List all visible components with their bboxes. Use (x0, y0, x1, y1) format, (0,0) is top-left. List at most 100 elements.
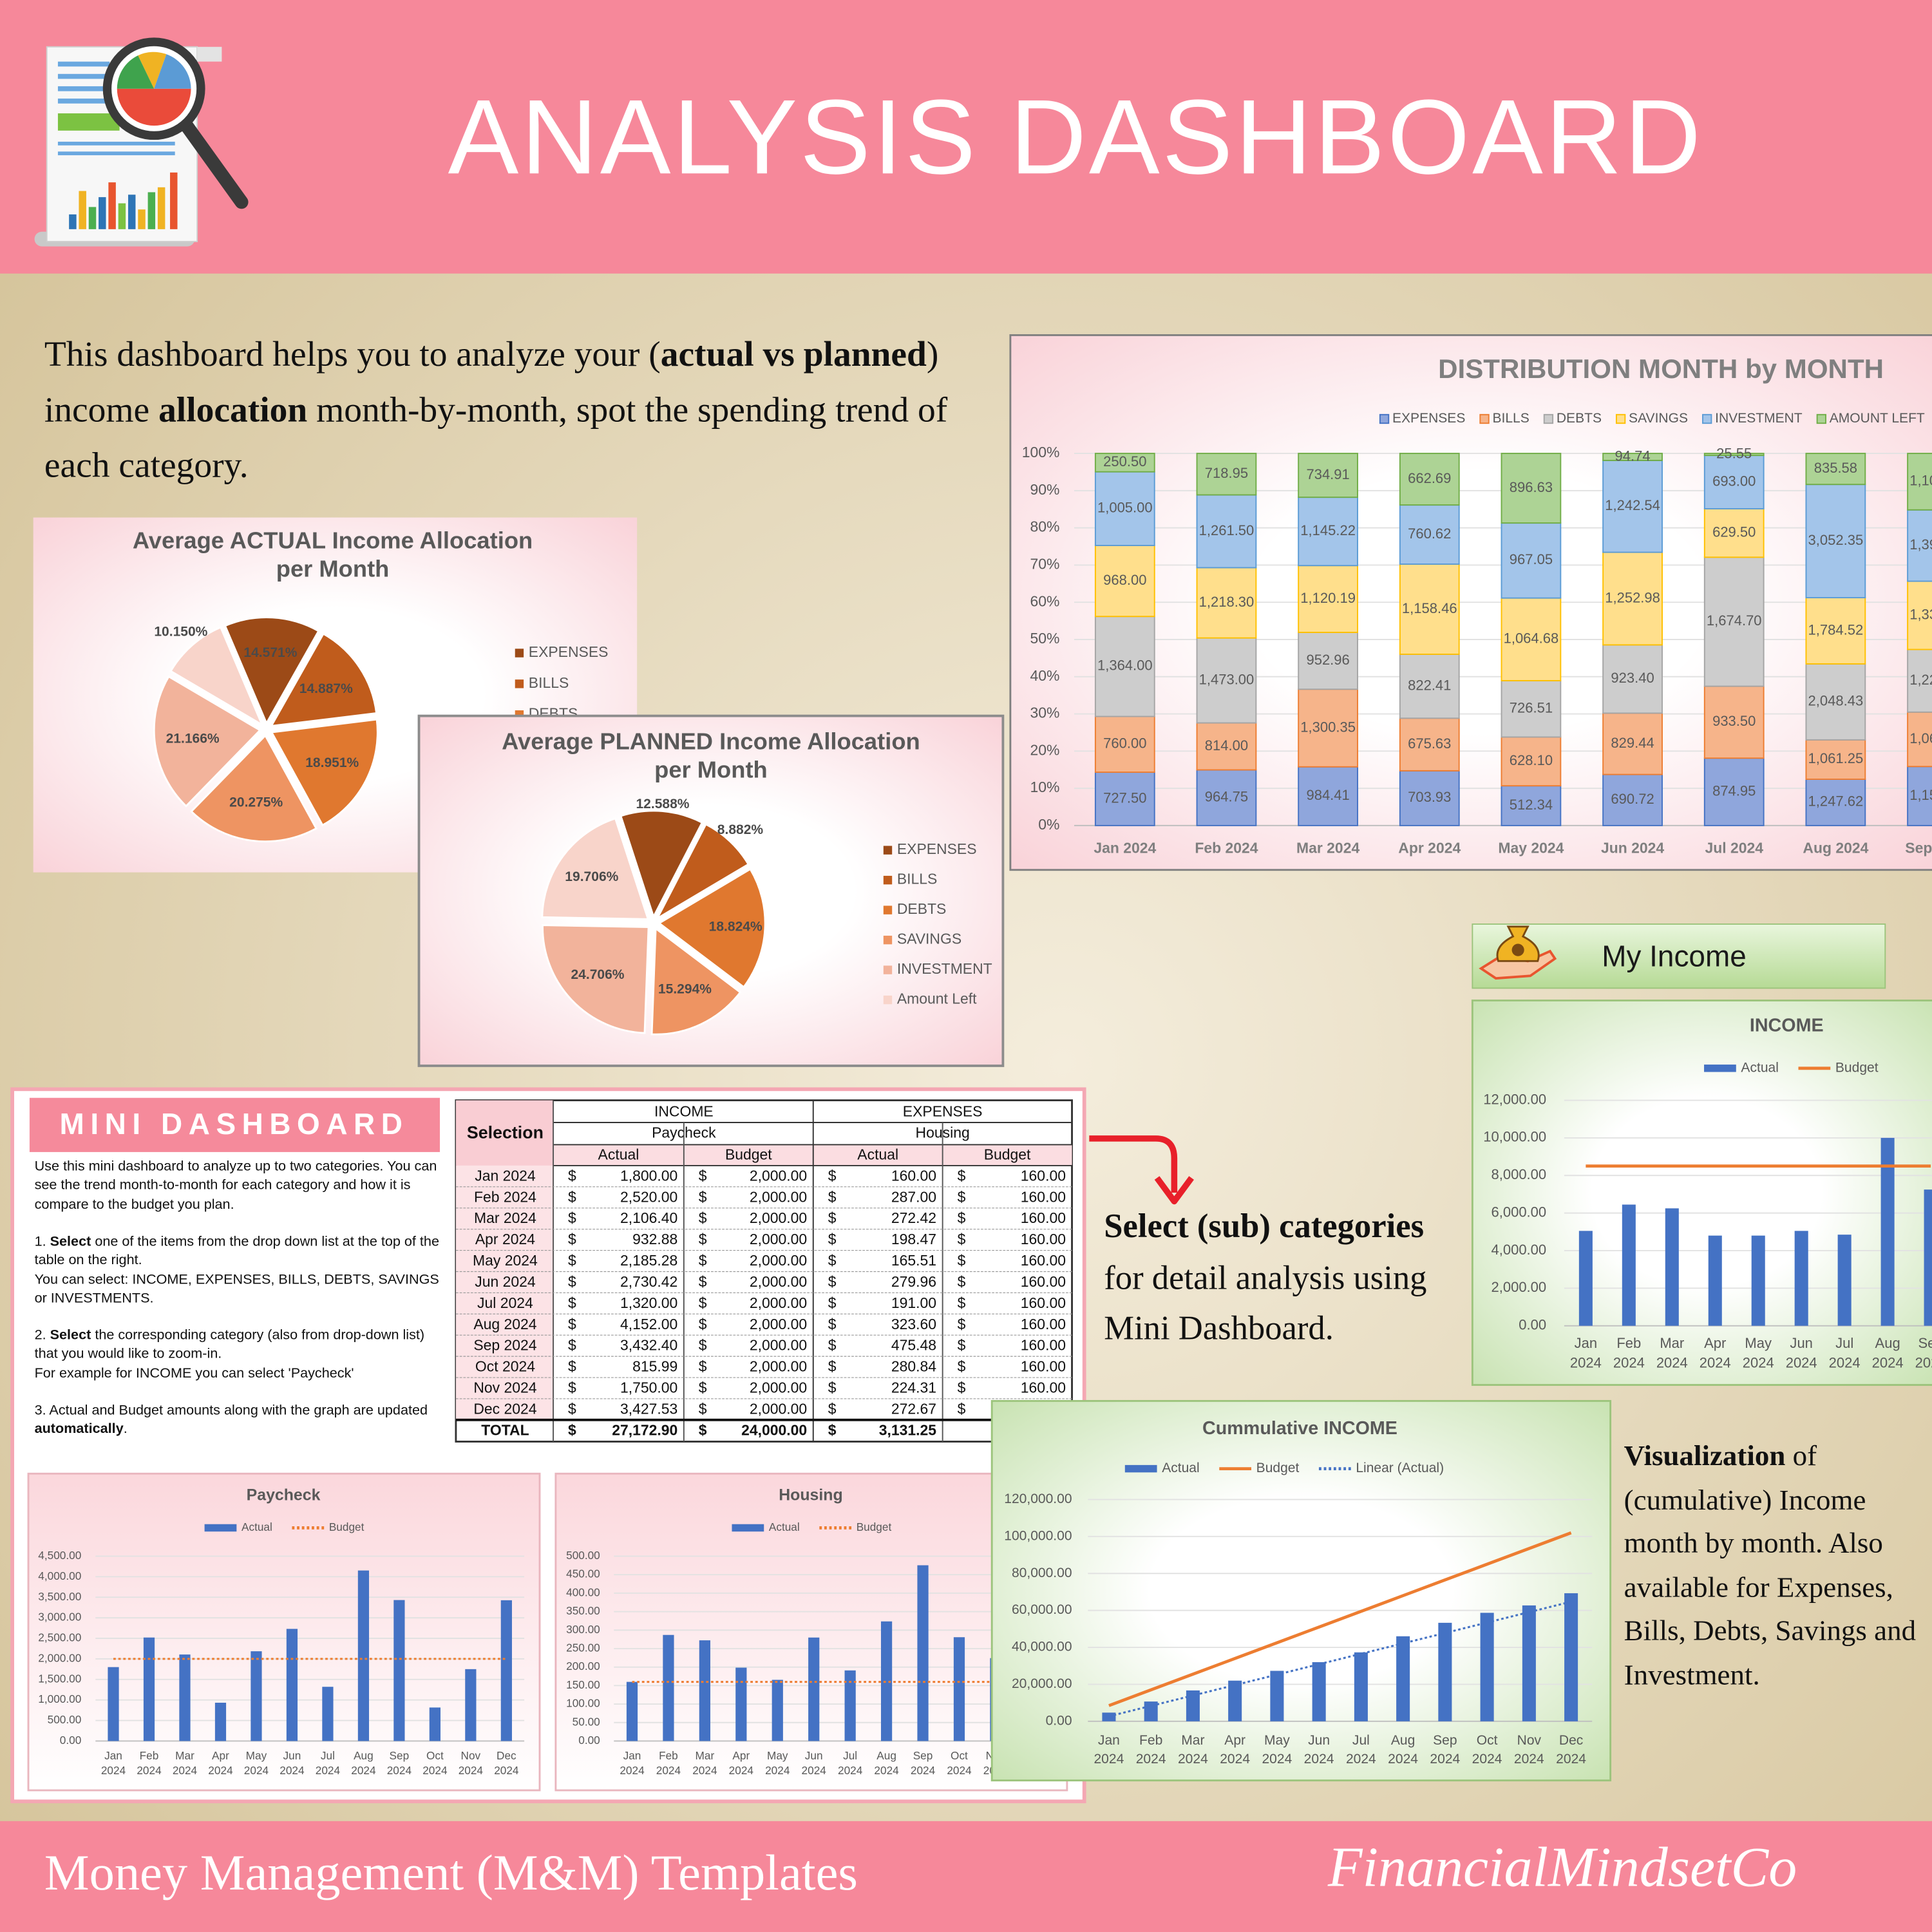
table-cell: 475.48 (891, 1337, 936, 1354)
bar (322, 1687, 334, 1741)
bar-segment (1094, 616, 1155, 717)
bar-segment (1602, 712, 1663, 775)
pie-slice (650, 926, 742, 1036)
bar (1396, 1636, 1410, 1721)
bar (1270, 1671, 1284, 1721)
bar-segment (1196, 453, 1257, 496)
text: 2. (34, 1328, 50, 1343)
chart-title: Cummulative INCOME (1202, 1418, 1397, 1439)
section-title: My Income (1602, 940, 1747, 973)
table-cell: 2,000.00 (750, 1167, 807, 1184)
bold-text: Select (50, 1328, 91, 1343)
data-label: 1,330.00 (1909, 606, 1932, 622)
table-cell: 2,000.00 (750, 1252, 807, 1269)
y-tick-label: 70% (1030, 555, 1059, 572)
x-tick-label-box: Jan 2024 (1094, 1734, 1124, 1766)
page-title: ANALYSIS DASHBOARD (448, 77, 1703, 196)
y-tick-label: 20,000.00 (1012, 1676, 1072, 1691)
bar-segment (1298, 766, 1358, 826)
currency-sign: $ (699, 1421, 707, 1438)
x-tick-label: Sep 2024 (386, 1749, 412, 1777)
x-tick-label: May 2024 (1262, 1733, 1293, 1767)
data-label: 1,364.00 (1097, 658, 1153, 674)
legend-swatch (1379, 413, 1390, 424)
chart-card (554, 1472, 1068, 1792)
legend-swatch (1704, 1065, 1736, 1072)
bar (772, 1680, 783, 1741)
y-tick-label: 4,000.00 (38, 1569, 81, 1582)
data-label: 1,300.35 (1300, 719, 1356, 735)
x-tick-label: Sep 2024 (1905, 839, 1932, 856)
y-tick-label: 250.00 (566, 1641, 600, 1654)
x-tick-label: Mar 2024 (1177, 1733, 1208, 1767)
coin (1511, 943, 1524, 956)
slice-label: 14.887% (299, 681, 353, 696)
x-tick-label-box: Jan 2024 (620, 1750, 644, 1777)
bar-segment (1298, 497, 1358, 567)
table-cell: 2,000.00 (750, 1231, 807, 1247)
chart-title: per Month (276, 555, 390, 582)
y-tick-label: 80,000.00 (1012, 1566, 1072, 1580)
table-cell: 160.00 (1021, 1231, 1066, 1247)
bar (465, 1669, 477, 1741)
bar-segment (1196, 637, 1257, 724)
x-tick-label: Feb 2024 (137, 1749, 162, 1777)
legend-swatch (1479, 413, 1490, 424)
bar-segment (1399, 564, 1460, 655)
data-label: 1,220.00 (1909, 672, 1932, 688)
footer-brand: Money Management (M&M) Templates (44, 1844, 858, 1900)
bar-segment (1196, 567, 1257, 639)
data-label: 1,150.00 (1909, 787, 1932, 803)
bar (626, 1681, 638, 1741)
bar-segment (1196, 722, 1257, 771)
table-cell: 165.51 (891, 1252, 936, 1269)
table-cell: 272.67 (891, 1400, 936, 1417)
table-cell: 287.00 (891, 1188, 936, 1205)
bar-segment (1399, 717, 1460, 772)
bar (1751, 1235, 1765, 1326)
currency-sign: $ (828, 1294, 837, 1311)
x-tick-label-box: Apr 2024 (729, 1750, 753, 1777)
legend-label: INVESTMENT (897, 960, 992, 977)
y-tick-label: 0% (1038, 816, 1059, 833)
data-label: 718.95 (1205, 465, 1248, 481)
currency-sign: $ (699, 1188, 707, 1205)
y-tick-label: 3,000.00 (38, 1611, 81, 1624)
x-tick-label: Apr 2024 (1699, 1336, 1731, 1371)
text: . (123, 1421, 128, 1437)
legend-swatch (1124, 1464, 1157, 1473)
x-tick-label-box: May 2024 (244, 1750, 269, 1777)
select-note-box: Select (sub) categories for detail analy… (1104, 1200, 1461, 1354)
row-label: TOTAL (481, 1421, 529, 1438)
currency-sign: $ (568, 1400, 576, 1417)
y-tick-label: 0.00 (60, 1734, 81, 1747)
data-label: 693.00 (1712, 473, 1756, 489)
y-tick-label: 50% (1030, 630, 1059, 647)
bar (1312, 1662, 1326, 1721)
x-tick-label: Sep 2024 (1915, 1336, 1932, 1371)
data-label: 822.41 (1408, 677, 1451, 693)
data-label: 690.72 (1611, 791, 1654, 807)
x-tick-label: Oct 2024 (1472, 1733, 1502, 1767)
table-cell: 160.00 (1021, 1252, 1066, 1269)
y-tick-label: 0.00 (578, 1734, 600, 1747)
currency-sign: $ (828, 1421, 837, 1438)
x-tick-label: Oct 2024 (947, 1749, 972, 1777)
data-label: 726.51 (1510, 700, 1553, 716)
y-tick-label: 1,500.00 (38, 1672, 81, 1685)
arrowhead (1154, 1176, 1194, 1205)
currency-sign: $ (699, 1358, 707, 1375)
select-note: Select (sub) categories for detail analy… (1104, 1200, 1461, 1354)
x-tick-label-box: Mar 2024 (1656, 1337, 1688, 1371)
x-tick-label-box: May 2024 (1262, 1733, 1293, 1767)
x-tick-label-box: Jun 2024 (1304, 1734, 1334, 1766)
table-cell: 2,000.00 (750, 1400, 807, 1417)
line: 2. Select the corresponding category (al… (35, 1327, 444, 1365)
bold-text: Select (50, 1234, 91, 1249)
data-label: 760.62 (1408, 526, 1451, 542)
row-label: Nov 2024 (473, 1379, 536, 1396)
legend-label: SAVINGS (897, 931, 961, 947)
text: This dashboard helps you to analyze your… (44, 335, 661, 375)
y-tick-label: 400.00 (566, 1586, 600, 1598)
bar-segment (1907, 453, 1932, 511)
